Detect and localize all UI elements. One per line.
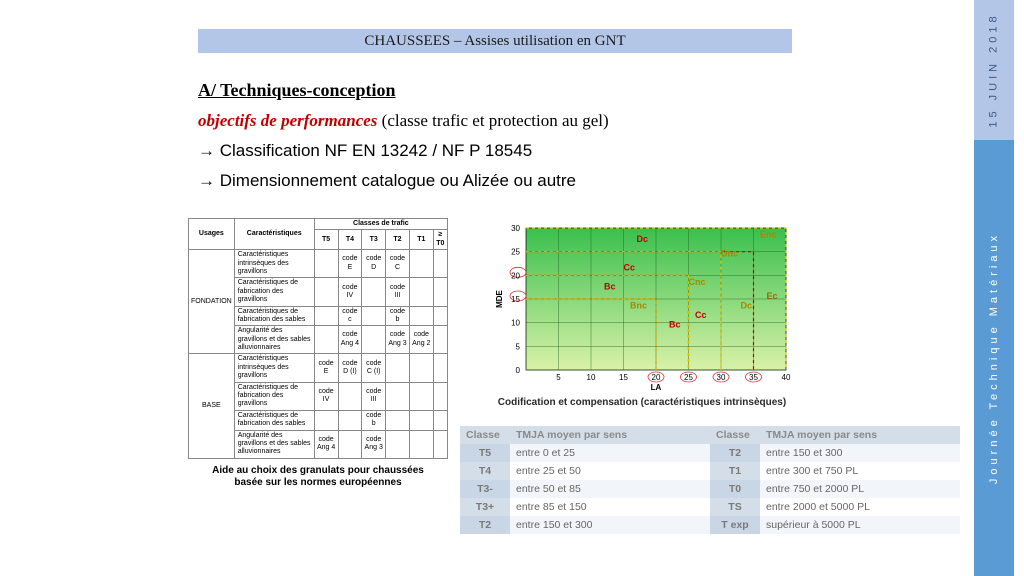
left-table: UsagesCaractéristiquesClasses de traficT… bbox=[188, 218, 448, 459]
svg-text:10: 10 bbox=[587, 373, 596, 382]
content-block: A/ Techniques-conception objectifs de pe… bbox=[198, 80, 958, 191]
left-caption-2: basée sur les normes européennes bbox=[188, 477, 448, 490]
svg-text:LA: LA bbox=[651, 383, 662, 392]
svg-text:40: 40 bbox=[782, 373, 791, 382]
svg-text:Bnc: Bnc bbox=[630, 300, 647, 310]
svg-text:Bc: Bc bbox=[604, 282, 616, 292]
svg-text:Cnc: Cnc bbox=[689, 277, 706, 287]
svg-text:Dnc: Dnc bbox=[721, 248, 738, 258]
svg-text:25: 25 bbox=[511, 248, 520, 257]
sidebar-title: Journée Technique Matériaux bbox=[988, 232, 1000, 484]
svg-text:Ec: Ec bbox=[767, 291, 778, 301]
svg-text:5: 5 bbox=[516, 342, 521, 351]
svg-text:20: 20 bbox=[511, 271, 520, 280]
right-sidebar: 15 JUIN 2018 Journée Technique Matériaux bbox=[964, 0, 1024, 576]
svg-text:Bc: Bc bbox=[669, 319, 681, 329]
objectifs-red: objectifs de performances bbox=[198, 111, 377, 130]
heading: A/ Techniques-conception bbox=[198, 80, 958, 101]
left-table-wrap: UsagesCaractéristiquesClasses de traficT… bbox=[188, 218, 448, 490]
line-classification: → Classification NF EN 13242 / NF P 1854… bbox=[198, 141, 958, 161]
svg-text:35: 35 bbox=[749, 373, 758, 382]
chart-caption: Codification et compensation (caractéris… bbox=[492, 397, 792, 408]
svg-text:5: 5 bbox=[556, 373, 561, 382]
page-title: CHAUSSEES – Assises utilisation en GNT bbox=[198, 29, 792, 53]
sidebar-date-block: 15 JUIN 2018 bbox=[974, 0, 1014, 140]
line-dimensionnement: → Dimensionnement catalogue ou Alizée ou… bbox=[198, 171, 958, 191]
svg-text:Cc: Cc bbox=[624, 263, 636, 273]
svg-text:20: 20 bbox=[652, 373, 661, 382]
svg-text:10: 10 bbox=[511, 319, 520, 328]
svg-text:15: 15 bbox=[511, 295, 520, 304]
svg-text:30: 30 bbox=[511, 224, 520, 233]
svg-text:Enc: Enc bbox=[760, 229, 777, 239]
svg-text:25: 25 bbox=[684, 373, 693, 382]
sidebar-date: 15 JUIN 2018 bbox=[988, 12, 1000, 127]
svg-text:0: 0 bbox=[516, 366, 521, 375]
chart: Bc Cc Dc Bnc Bc Cc Cnc Dnc Dc Ec Enc 5 10 15 20 25 30 35 4… bbox=[492, 222, 792, 392]
line-objectifs: objectifs de performances (classe trafic… bbox=[198, 111, 958, 131]
left-caption-1: Aide au choix des granulats pour chaussé… bbox=[188, 465, 448, 478]
sidebar-main-block: Journée Technique Matériaux bbox=[974, 140, 1014, 576]
svg-text:Dc: Dc bbox=[741, 300, 753, 310]
svg-text:30: 30 bbox=[717, 373, 726, 382]
svg-text:Cc: Cc bbox=[695, 310, 707, 320]
objectifs-rest: (classe trafic et protection au gel) bbox=[377, 111, 608, 130]
svg-text:Dc: Dc bbox=[637, 234, 649, 244]
svg-text:MDE: MDE bbox=[495, 289, 504, 307]
tmja-table-wrap: ClasseTMJA moyen par sensClasseTMJA moye… bbox=[460, 426, 960, 534]
tmja-table: ClasseTMJA moyen par sensClasseTMJA moye… bbox=[460, 426, 960, 534]
svg-text:15: 15 bbox=[619, 373, 628, 382]
